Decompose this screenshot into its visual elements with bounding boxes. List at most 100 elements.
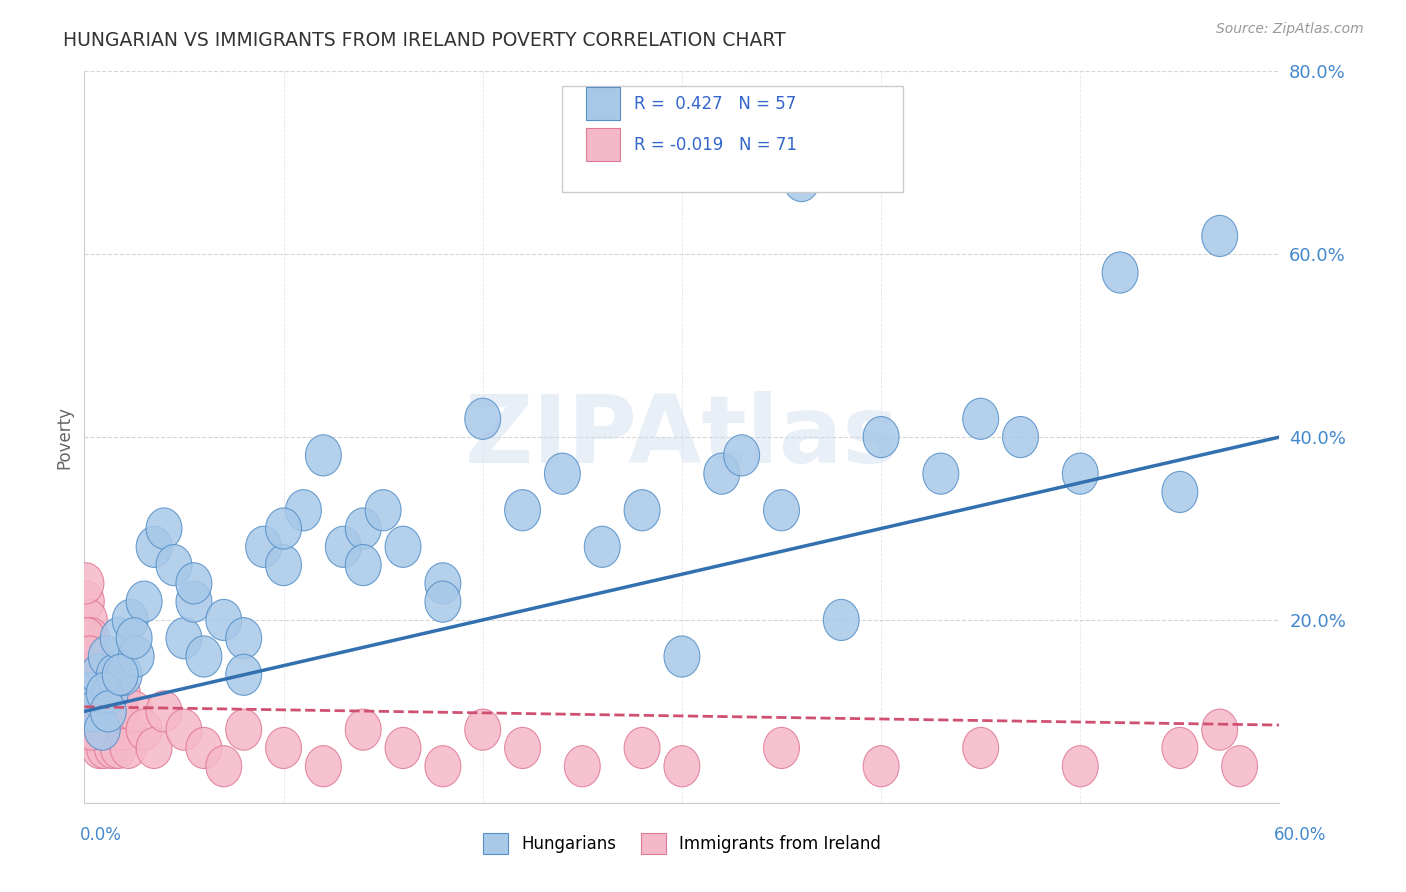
Ellipse shape xyxy=(156,544,193,586)
Ellipse shape xyxy=(1063,746,1098,787)
Ellipse shape xyxy=(110,727,146,769)
Ellipse shape xyxy=(84,709,121,750)
Ellipse shape xyxy=(465,709,501,750)
Ellipse shape xyxy=(89,690,124,732)
Ellipse shape xyxy=(96,690,132,732)
Ellipse shape xyxy=(1222,746,1257,787)
Ellipse shape xyxy=(100,617,136,659)
Ellipse shape xyxy=(67,690,103,732)
Ellipse shape xyxy=(94,727,131,769)
Ellipse shape xyxy=(166,617,202,659)
Text: 0.0%: 0.0% xyxy=(80,826,122,844)
Ellipse shape xyxy=(89,636,124,677)
Ellipse shape xyxy=(624,490,659,531)
Ellipse shape xyxy=(75,690,110,732)
Ellipse shape xyxy=(86,727,122,769)
Ellipse shape xyxy=(73,709,110,750)
Ellipse shape xyxy=(75,636,110,677)
Ellipse shape xyxy=(505,727,540,769)
Ellipse shape xyxy=(70,673,107,714)
Text: R =  0.427   N = 57: R = 0.427 N = 57 xyxy=(634,95,796,113)
Ellipse shape xyxy=(1161,727,1198,769)
Ellipse shape xyxy=(305,434,342,476)
Ellipse shape xyxy=(385,526,420,567)
Ellipse shape xyxy=(73,690,108,732)
Ellipse shape xyxy=(103,654,138,696)
Ellipse shape xyxy=(266,727,301,769)
Ellipse shape xyxy=(664,746,700,787)
Ellipse shape xyxy=(72,636,108,677)
Ellipse shape xyxy=(70,673,105,714)
Ellipse shape xyxy=(82,727,117,769)
Ellipse shape xyxy=(100,727,136,769)
Ellipse shape xyxy=(117,617,152,659)
Ellipse shape xyxy=(77,654,114,696)
Ellipse shape xyxy=(166,709,202,750)
Ellipse shape xyxy=(80,690,117,732)
Bar xyxy=(586,128,620,161)
Ellipse shape xyxy=(118,636,155,677)
Ellipse shape xyxy=(70,709,107,750)
Ellipse shape xyxy=(98,709,134,750)
Ellipse shape xyxy=(963,398,998,440)
Ellipse shape xyxy=(86,673,122,714)
Text: R = -0.019   N = 71: R = -0.019 N = 71 xyxy=(634,136,797,153)
Ellipse shape xyxy=(83,673,120,714)
Text: HUNGARIAN VS IMMIGRANTS FROM IRELAND POVERTY CORRELATION CHART: HUNGARIAN VS IMMIGRANTS FROM IRELAND POV… xyxy=(63,31,786,50)
Ellipse shape xyxy=(69,617,105,659)
Legend: Hungarians, Immigrants from Ireland: Hungarians, Immigrants from Ireland xyxy=(477,827,887,860)
Ellipse shape xyxy=(922,453,959,494)
Ellipse shape xyxy=(704,453,740,494)
Ellipse shape xyxy=(205,746,242,787)
Ellipse shape xyxy=(103,690,138,732)
Ellipse shape xyxy=(127,709,162,750)
Ellipse shape xyxy=(783,161,820,202)
Ellipse shape xyxy=(176,563,212,604)
Ellipse shape xyxy=(763,727,800,769)
Ellipse shape xyxy=(136,727,172,769)
FancyBboxPatch shape xyxy=(562,86,903,192)
Ellipse shape xyxy=(107,709,142,750)
Ellipse shape xyxy=(585,526,620,567)
Ellipse shape xyxy=(76,673,112,714)
Ellipse shape xyxy=(96,654,132,696)
Ellipse shape xyxy=(425,746,461,787)
Ellipse shape xyxy=(79,709,114,750)
Ellipse shape xyxy=(205,599,242,640)
Ellipse shape xyxy=(69,636,105,677)
Ellipse shape xyxy=(305,746,342,787)
Ellipse shape xyxy=(624,727,659,769)
Ellipse shape xyxy=(72,636,108,677)
Ellipse shape xyxy=(1063,453,1098,494)
Text: Source: ZipAtlas.com: Source: ZipAtlas.com xyxy=(1216,22,1364,37)
Ellipse shape xyxy=(346,508,381,549)
Ellipse shape xyxy=(93,673,128,714)
Ellipse shape xyxy=(83,709,118,750)
Ellipse shape xyxy=(75,654,111,696)
Ellipse shape xyxy=(544,453,581,494)
Ellipse shape xyxy=(69,581,104,623)
Ellipse shape xyxy=(824,599,859,640)
Ellipse shape xyxy=(346,709,381,750)
Ellipse shape xyxy=(104,673,141,714)
Ellipse shape xyxy=(112,599,148,640)
Ellipse shape xyxy=(325,526,361,567)
Ellipse shape xyxy=(1102,252,1137,293)
Ellipse shape xyxy=(863,746,898,787)
Ellipse shape xyxy=(67,563,104,604)
Ellipse shape xyxy=(366,490,401,531)
Ellipse shape xyxy=(564,746,600,787)
Ellipse shape xyxy=(93,673,128,714)
Ellipse shape xyxy=(70,617,105,659)
Ellipse shape xyxy=(425,581,461,623)
Ellipse shape xyxy=(346,544,381,586)
Y-axis label: Poverty: Poverty xyxy=(55,406,73,468)
Ellipse shape xyxy=(76,690,112,732)
Ellipse shape xyxy=(107,654,142,696)
Ellipse shape xyxy=(505,490,540,531)
Ellipse shape xyxy=(90,709,127,750)
Ellipse shape xyxy=(73,654,108,696)
Ellipse shape xyxy=(226,617,262,659)
Ellipse shape xyxy=(146,508,181,549)
Ellipse shape xyxy=(73,673,108,714)
